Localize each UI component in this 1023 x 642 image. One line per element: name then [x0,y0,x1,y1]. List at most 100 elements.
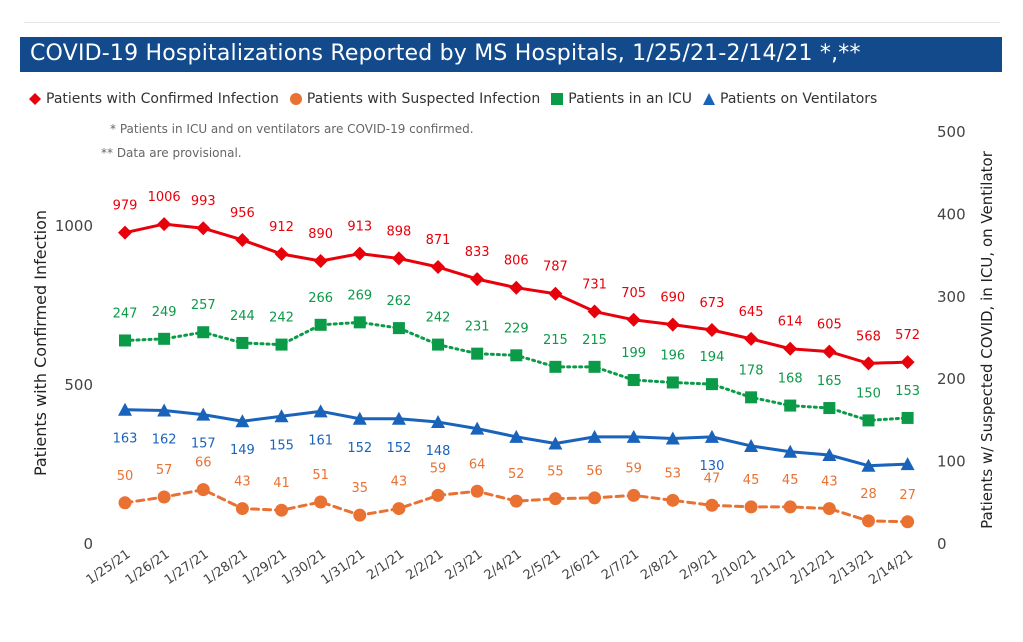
title-bar: COVID-19 Hospitalizations Reported by MS… [20,37,1002,72]
data-point [352,246,367,261]
x-tick-label: 2/10/21 [710,547,760,588]
x-tick-label: 2/6/21 [560,547,603,583]
data-point [548,436,563,450]
x-tick-label: 1/30/21 [279,547,329,588]
data-point [392,322,405,335]
data-label: 28 [860,487,877,502]
data-label: 150 [856,386,881,401]
data-label: 568 [856,329,881,344]
data-point [157,217,172,232]
legend-item: Patients with Confirmed Infection [28,91,279,107]
data-point [665,431,680,445]
legend-item: Patients with Suspected Infection [289,91,540,107]
data-label: 47 [704,471,721,486]
data-label: 43 [821,475,838,490]
x-tick-label: 1/29/21 [240,547,290,588]
data-point [235,414,250,428]
data-label: 35 [352,481,369,496]
data-point [471,347,484,360]
data-point [548,286,563,301]
data-point [861,458,876,472]
legend-item: Patients in an ICU [550,91,692,107]
data-point [118,496,132,510]
data-label: 993 [191,194,216,209]
data-point [313,253,328,268]
x-tick-label: 2/3/21 [443,547,486,583]
data-point [666,376,679,389]
data-point [901,411,914,424]
data-point [744,438,759,452]
legend-label: Patients with Suspected Infection [306,91,541,107]
data-point [196,221,211,236]
data-label: 152 [386,441,411,456]
data-label: 913 [347,220,372,235]
data-label: 161 [308,433,333,448]
data-label: 673 [700,296,725,311]
data-label: 215 [582,333,607,348]
y-tick-label: 500 [64,376,93,394]
square-icon [551,93,564,105]
data-label: 53 [665,466,682,481]
data-point [118,225,132,240]
data-point [784,399,797,412]
data-point [823,402,836,415]
data-point [470,484,484,498]
data-point [822,344,837,359]
x-tick-label: 1/28/21 [201,547,251,588]
data-point [587,304,602,319]
y2-tick-label: 0 [937,535,947,553]
data-label: 45 [782,473,799,488]
data-point [744,500,758,514]
data-point [587,429,602,443]
legend-label: Patients with Confirmed Infection [46,91,279,107]
legend-label: Patients in an ICU [568,91,693,107]
data-point [862,414,875,427]
data-label: 178 [739,363,764,378]
data-point [352,411,367,425]
data-label: 56 [586,464,603,479]
data-label: 168 [778,372,803,387]
data-label: 50 [117,469,134,484]
data-label: 41 [273,476,290,491]
data-label: 148 [426,444,451,459]
data-label: 833 [465,245,490,260]
data-label: 912 [269,220,294,235]
data-point [353,508,367,522]
data-label: 262 [386,294,411,309]
note-icu-ventilators: * Patients in ICU and on ventilators are… [110,122,474,136]
top-divider [24,22,1000,23]
data-point [470,421,485,435]
data-point [509,280,524,295]
x-tick-label: 2/5/21 [521,547,564,583]
x-tick-label: 2/13/21 [827,547,877,588]
data-point [783,341,798,356]
data-label: 249 [152,305,177,320]
data-label: 130 [700,459,725,474]
y2-tick-label: 100 [937,453,966,471]
legend-item: Patients on Ventilators [702,91,877,107]
data-point [197,326,210,339]
data-label: 229 [504,321,529,336]
data-point [783,500,797,514]
data-point [392,502,406,516]
data-label: 43 [391,475,408,490]
chart-title: COVID-19 Hospitalizations Reported by MS… [30,41,861,66]
data-label: 59 [625,461,642,476]
data-label: 51 [312,468,329,483]
data-point [901,515,915,529]
circle-icon [289,93,302,105]
data-point [665,317,680,332]
data-label: 52 [508,467,525,482]
data-label: 55 [547,465,564,480]
data-label: 645 [739,305,764,320]
data-point [157,490,171,504]
x-tick-label: 2/11/21 [749,547,799,588]
data-point [196,483,210,497]
data-label: 787 [543,260,568,275]
data-label: 153 [895,384,920,399]
data-point [431,260,446,275]
note-provisional: ** Data are provisional. [101,146,242,160]
data-label: 244 [230,309,255,324]
data-point [275,338,288,351]
